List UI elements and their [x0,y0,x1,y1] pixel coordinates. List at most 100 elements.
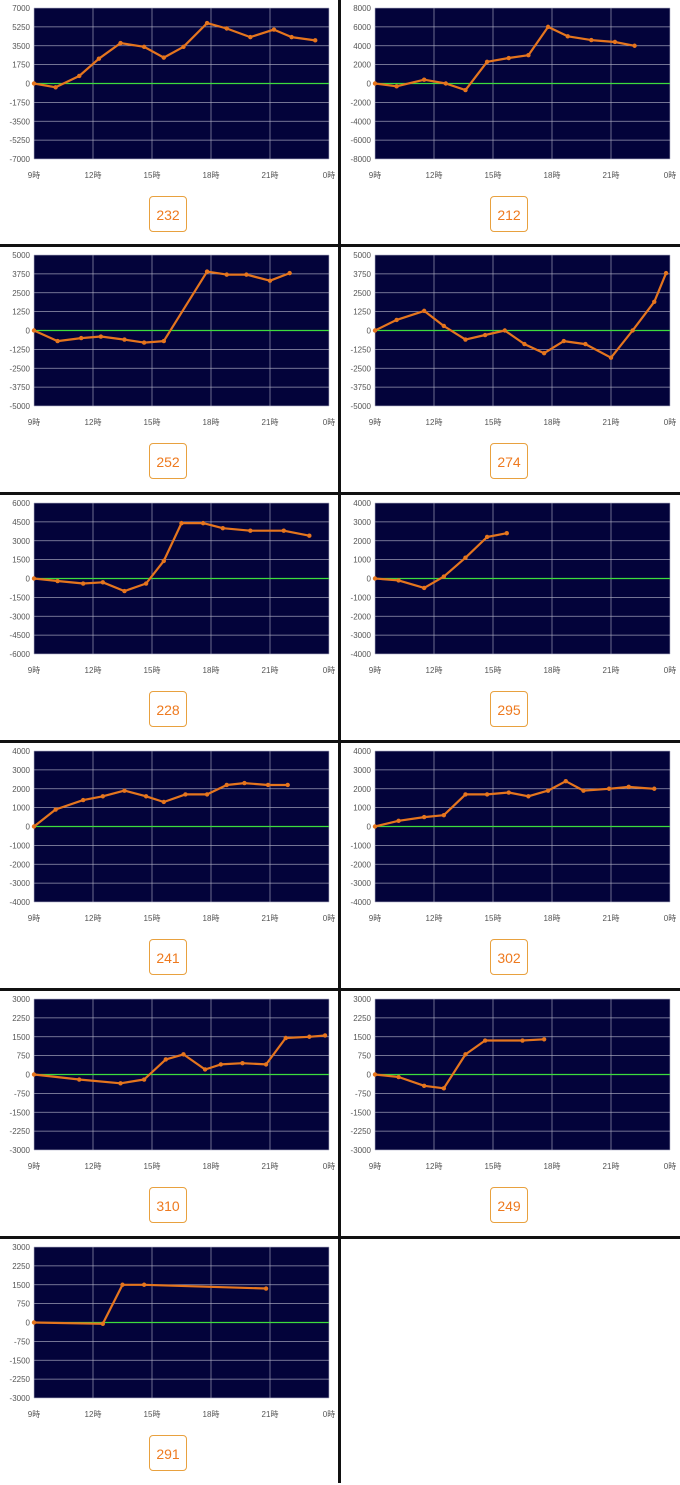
x-tick-label: 21時 [262,666,279,675]
grid-divider-row-1 [0,244,680,247]
data-point [263,1062,269,1067]
y-tick-label: -5000 [10,402,31,411]
x-tick-label: 12時 [426,914,443,923]
data-point [563,779,568,784]
data-point [53,807,58,812]
data-point [143,581,149,586]
x-tick-label: 18時 [544,666,561,675]
data-point [545,24,551,30]
data-point [118,1081,123,1086]
data-point [421,1083,427,1089]
data-point [202,1067,208,1072]
y-tick-label: 2250 [12,1014,30,1023]
x-tick-label: 15時 [144,914,161,923]
data-point [218,1062,224,1067]
machine-number-button[interactable]: 295 [490,691,528,727]
series-line [374,1038,545,1090]
x-tick-label: 12時 [426,171,443,180]
data-point [179,520,184,526]
data-point [421,308,427,314]
data-point [285,782,290,788]
chart-cell-249: 3000 2250 1500 750 0 -750 -1500 -2250 -3000 9時 12時… [341,991,679,1237]
y-tick-label: 3000 [12,766,30,775]
chart-cell-212: 8000 6000 4000 2000 0 -2000 -4000 -6000 -8000 9時 1… [341,0,679,246]
data-point [463,792,468,797]
data-point [421,77,427,82]
y-tick-label: 0 [367,823,372,832]
y-tick-label: 1750 [12,61,30,70]
data-point [372,824,378,829]
data-point [372,328,378,333]
y-tick-label: -750 [14,1337,31,1346]
y-tick-label: 750 [17,1052,31,1061]
y-tick-label: 3000 [353,995,371,1004]
x-tick-label: 9時 [369,914,381,923]
machine-number-button[interactable]: 310 [149,1187,187,1223]
data-point [394,84,399,89]
x-tick-label: 18時 [203,171,220,180]
chart-cell-228: 6000 4500 3000 1500 0 -1500 -3000 -4500 -6000 9時 1… [0,495,338,741]
x-tick-label: 12時 [85,1410,102,1419]
y-tick-label: 0 [26,327,31,336]
y-tick-label: 4500 [12,518,30,527]
data-point [606,786,612,791]
x-tick-label: 9時 [369,666,381,675]
x-tick-label: 9時 [28,1162,40,1171]
y-tick-label: 0 [26,1319,31,1328]
data-point [163,1057,168,1062]
y-tick-label: -750 [355,1089,372,1098]
machine-number-button[interactable]: 252 [149,443,187,479]
x-tick-label: 15時 [144,171,161,180]
data-point [520,1038,525,1043]
y-tick-label: 5250 [12,23,30,32]
y-tick-label: -1000 [351,593,372,602]
data-point [581,788,586,793]
chart-cell-232: 7000 5250 3500 1750 0 -1750 -3500 -5250 -7000 9時 1… [0,0,338,246]
data-point [283,1035,288,1041]
y-tick-label: -1500 [10,1356,31,1365]
machine-number-button[interactable]: 212 [490,196,528,232]
machine-number-button[interactable]: 232 [149,196,187,232]
y-tick-label: 1250 [353,308,371,317]
y-tick-label: -3000 [351,1146,372,1155]
data-point [220,525,225,531]
machine-number-button[interactable]: 291 [149,1435,187,1471]
x-tick-label: 15時 [485,171,502,180]
y-tick-label: -3000 [10,879,31,888]
y-tick-label: 0 [26,575,31,584]
data-point [506,55,511,61]
y-tick-label: 1500 [12,1033,30,1042]
data-point [441,1086,447,1091]
line-chart-241: 4000 3000 2000 1000 0 -1000 -2000 -3000 -4000 9時 1… [10,747,336,923]
data-point [608,355,614,360]
machine-number-button[interactable]: 274 [490,443,528,479]
data-point [484,792,490,797]
data-point [224,272,229,277]
y-tick-label: 3000 [12,1243,30,1252]
data-point [441,812,447,818]
y-tick-label: 750 [17,1300,31,1309]
x-tick-label: 0時 [664,171,676,180]
data-point [118,40,123,46]
line-chart-252: 5000 3750 2500 1250 0 -1250 -2500 -3750 -5000 9時 1… [10,251,336,427]
data-point [482,332,488,338]
data-point [31,1072,37,1077]
data-point [281,528,286,533]
data-point [506,790,511,795]
y-tick-label: -5250 [10,136,31,145]
machine-number-button[interactable]: 228 [149,691,187,727]
y-tick-label: -4000 [351,898,372,907]
data-point [565,34,570,39]
machine-number-button[interactable]: 302 [490,939,528,975]
y-tick-label: 1000 [353,804,371,813]
x-tick-label: 21時 [603,666,620,675]
data-point [526,794,531,799]
machine-number-button[interactable]: 241 [149,939,187,975]
data-point [463,555,468,560]
machine-number-button[interactable]: 249 [490,1187,528,1223]
data-point [122,788,127,793]
y-tick-label: 1000 [353,556,371,565]
data-point [161,55,166,60]
y-tick-label: -6000 [10,650,31,659]
